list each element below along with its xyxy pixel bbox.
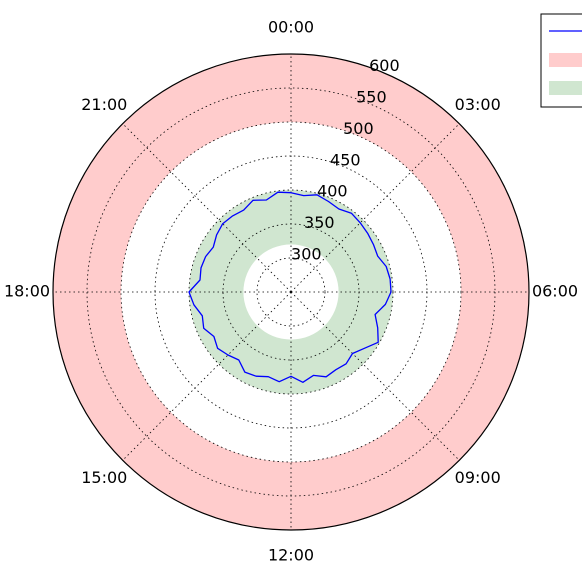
theta-label-0: 00:00 xyxy=(268,18,314,37)
legend xyxy=(540,13,582,108)
polar-frame xyxy=(52,53,530,531)
theta-label-4: 12:00 xyxy=(268,546,314,562)
grid-circle-500 xyxy=(120,121,462,463)
legend-swatch-band-0 xyxy=(549,53,582,67)
r-tick-label-500: 500 xyxy=(343,119,374,138)
r-tick-label-600: 600 xyxy=(369,56,400,75)
series-line-0 xyxy=(188,191,392,383)
r-tick-label-450: 450 xyxy=(330,150,361,169)
theta-label-1: 03:00 xyxy=(455,95,501,114)
grid-spoke-3 xyxy=(290,291,460,461)
grid-spoke-7 xyxy=(122,123,292,293)
r-tick-label-550: 550 xyxy=(356,88,387,107)
grid-layer xyxy=(53,54,529,530)
theta-label-2: 06:00 xyxy=(532,282,578,301)
r-tick-label-350: 350 xyxy=(304,213,335,232)
grid-spoke-1 xyxy=(290,123,460,293)
r-tick-label-400: 400 xyxy=(317,182,348,201)
theta-label-6: 18:00 xyxy=(4,282,50,301)
theta-label-7: 21:00 xyxy=(81,95,127,114)
legend-swatch-band-1 xyxy=(549,81,582,95)
grid-circle-300 xyxy=(256,257,326,327)
grid-spoke-5 xyxy=(122,291,292,461)
series-layer xyxy=(188,191,392,383)
radial-tick-labels: 300 350 400 450 500 550 600 xyxy=(291,56,400,263)
theta-tick-labels: 00:00 03:00 06:00 09:00 12:00 15:00 18:00 21:00 xyxy=(4,18,578,562)
theta-label-3: 09:00 xyxy=(455,468,501,487)
theta-label-5: 15:00 xyxy=(81,468,127,487)
r-tick-label-300: 300 xyxy=(291,245,322,264)
